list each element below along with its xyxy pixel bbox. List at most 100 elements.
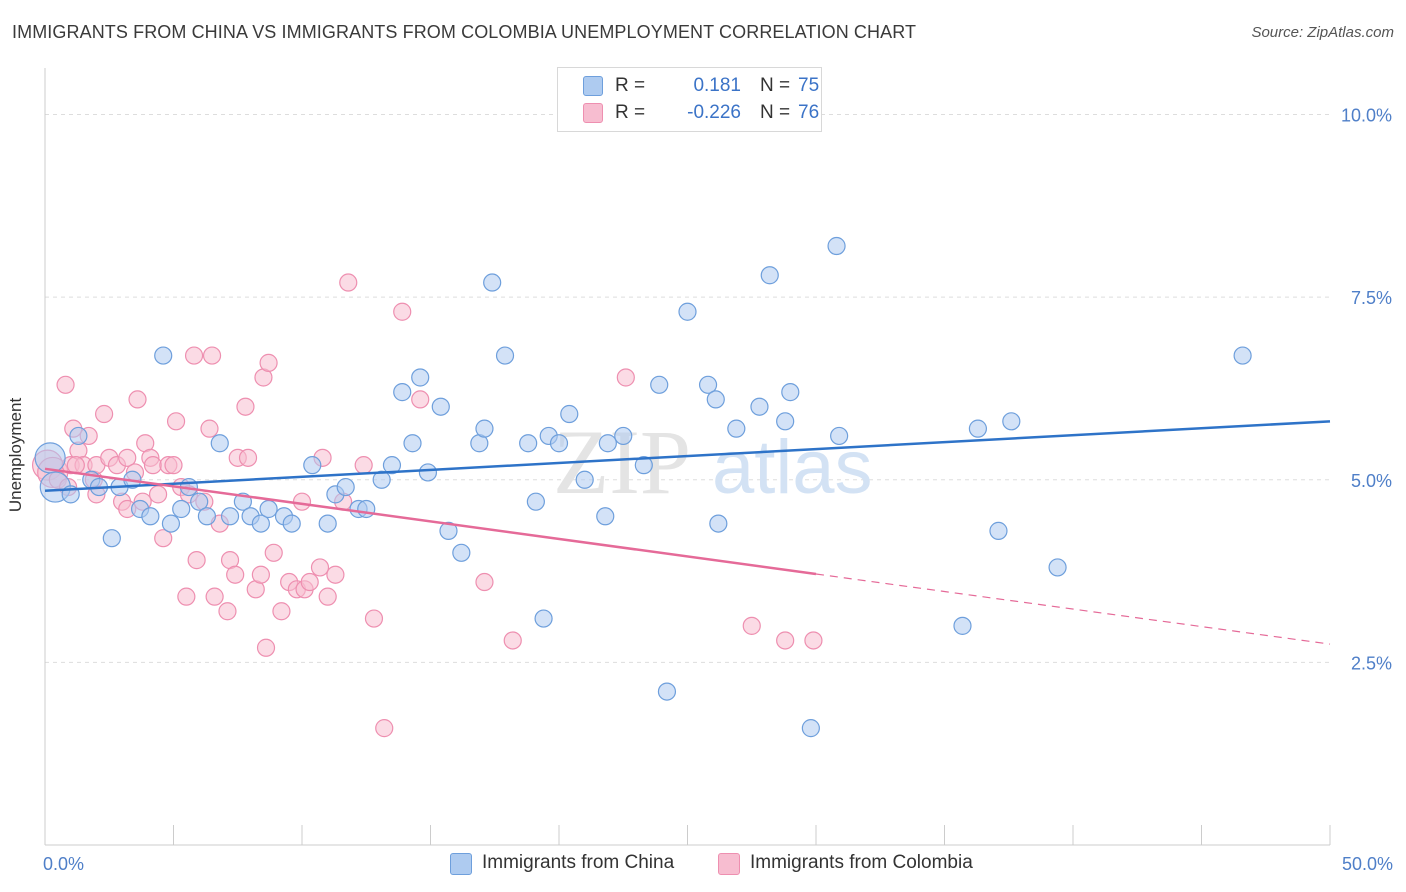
china-point-73 bbox=[1048, 558, 1067, 577]
china-point-25 bbox=[303, 456, 322, 475]
colombia-point-17 bbox=[128, 390, 147, 409]
china-point-36 bbox=[418, 463, 438, 482]
china-point-22 bbox=[259, 499, 278, 519]
colombia-point-48 bbox=[264, 543, 283, 562]
china-point-67 bbox=[827, 236, 846, 256]
china-point-45 bbox=[526, 492, 545, 511]
colombia-point-30 bbox=[184, 346, 204, 365]
series-colombia-points bbox=[31, 273, 823, 738]
china-point-18 bbox=[220, 507, 240, 526]
china-point-38 bbox=[439, 521, 458, 540]
colombia-point-39 bbox=[226, 565, 245, 584]
colombia-point-25 bbox=[164, 456, 183, 475]
china-point-44 bbox=[519, 434, 538, 453]
china-point-65 bbox=[781, 383, 800, 402]
colombia-point-68 bbox=[616, 368, 635, 387]
china-point-46 bbox=[534, 609, 553, 628]
china-point-15 bbox=[190, 492, 209, 511]
colombia-point-22 bbox=[148, 485, 168, 504]
colombia-point-61 bbox=[354, 456, 373, 475]
colombia-point-54 bbox=[300, 572, 319, 592]
china-point-42 bbox=[483, 273, 502, 292]
colombia-point-63 bbox=[375, 719, 394, 738]
colombia-point-44 bbox=[251, 565, 270, 584]
china-point-26 bbox=[318, 514, 337, 533]
colombia-point-33 bbox=[200, 419, 219, 438]
china-point-43 bbox=[495, 346, 515, 365]
r-label: R = bbox=[615, 102, 646, 123]
china-point-62 bbox=[750, 397, 769, 416]
colombia-point-57 bbox=[318, 587, 337, 606]
china-point-16 bbox=[197, 507, 217, 526]
colombia-point-67 bbox=[503, 631, 522, 650]
colombia-point-70 bbox=[776, 631, 795, 650]
colombia-point-60 bbox=[339, 273, 358, 292]
china-point-32 bbox=[382, 456, 402, 475]
colombia-point-31 bbox=[187, 551, 206, 570]
china-point-61 bbox=[727, 419, 746, 438]
china-point-37 bbox=[431, 397, 450, 416]
legend-label-colombia: Immigrants from Colombia bbox=[750, 852, 973, 873]
r-value-colombia: -0.226 bbox=[687, 102, 741, 123]
colombia-point-42 bbox=[238, 448, 258, 467]
colombia-point-66 bbox=[475, 572, 494, 592]
colombia-point-28 bbox=[177, 587, 196, 606]
china-point-33 bbox=[393, 383, 412, 402]
china-point-54 bbox=[634, 456, 653, 475]
colombia-point-52 bbox=[292, 492, 312, 511]
china-point-41 bbox=[475, 419, 494, 438]
china-point-74 bbox=[1233, 346, 1252, 365]
colombia-trend-line-extension bbox=[815, 573, 1331, 645]
y-tick-label-1: 5.0% bbox=[1351, 471, 1392, 491]
colombia-point-26 bbox=[166, 412, 186, 431]
china-point-55 bbox=[650, 375, 669, 394]
china-point-57 bbox=[678, 302, 697, 321]
colombia-point-34 bbox=[202, 346, 222, 365]
n-value-colombia: 76 bbox=[798, 102, 820, 123]
china-point-10 bbox=[141, 507, 160, 526]
colombia-point-62 bbox=[364, 609, 384, 628]
r-value-china: 0.181 bbox=[693, 75, 741, 96]
china-point-68 bbox=[830, 426, 849, 446]
colombia-point-37 bbox=[218, 602, 237, 621]
n-value-china: 75 bbox=[798, 75, 820, 96]
china-trend-line bbox=[44, 420, 1331, 492]
china-point-6 bbox=[102, 529, 121, 548]
china-point-71 bbox=[989, 521, 1008, 540]
china-point-60 bbox=[709, 514, 728, 533]
n-label: N = bbox=[760, 102, 791, 123]
y-tick-label-0: 2.5% bbox=[1351, 653, 1392, 673]
colombia-point-46 bbox=[256, 638, 276, 657]
china-point-21 bbox=[251, 514, 270, 533]
colombia-point-47 bbox=[259, 353, 278, 372]
colombia-trend-line bbox=[44, 467, 817, 576]
axes bbox=[44, 68, 1331, 846]
china-point-51 bbox=[596, 507, 615, 526]
china-point-11 bbox=[154, 346, 173, 365]
china-point-72 bbox=[1002, 412, 1021, 431]
china-point-39 bbox=[452, 543, 471, 562]
trend-lines bbox=[44, 420, 1331, 645]
china-point-56 bbox=[657, 682, 677, 701]
colombia-point-58 bbox=[326, 565, 345, 584]
china-point-24 bbox=[282, 514, 301, 533]
china-point-63 bbox=[760, 266, 779, 285]
tick-labels: 2.5% 5.0% 7.5% 10.0% 0.0% 50.0% bbox=[43, 106, 1393, 874]
r-label: R = bbox=[615, 75, 646, 96]
china-point-34 bbox=[403, 434, 422, 453]
china-point-17 bbox=[210, 434, 229, 453]
china-point-28 bbox=[336, 477, 355, 497]
colombia-point-55 bbox=[310, 558, 330, 577]
legend-label-china: Immigrants from China bbox=[482, 852, 675, 873]
china-point-52 bbox=[598, 434, 617, 453]
x-tick-label-1: 50.0% bbox=[1342, 854, 1393, 874]
colombia-point-65 bbox=[411, 390, 430, 409]
china-point-13 bbox=[172, 499, 191, 519]
china-point-3 bbox=[69, 426, 88, 446]
china-point-70 bbox=[968, 419, 988, 438]
china-point-59 bbox=[706, 390, 725, 409]
china-point-48 bbox=[549, 434, 569, 453]
colombia-point-71 bbox=[804, 631, 823, 650]
n-label: N = bbox=[760, 75, 791, 96]
china-point-49 bbox=[560, 404, 579, 424]
